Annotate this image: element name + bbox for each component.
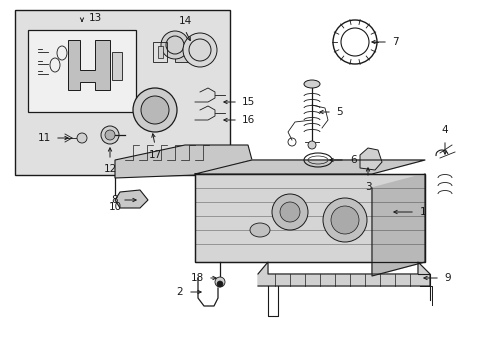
- Circle shape: [101, 126, 119, 144]
- Circle shape: [323, 198, 366, 242]
- Bar: [195, 174, 424, 262]
- Text: 16: 16: [242, 115, 255, 125]
- Circle shape: [330, 206, 358, 234]
- Polygon shape: [371, 174, 424, 276]
- Text: 13: 13: [88, 13, 102, 23]
- Bar: [28, 30, 136, 112]
- Ellipse shape: [249, 223, 269, 237]
- Circle shape: [183, 33, 217, 67]
- Circle shape: [105, 130, 115, 140]
- Polygon shape: [195, 160, 424, 174]
- Polygon shape: [115, 190, 148, 208]
- Text: 3: 3: [364, 182, 370, 192]
- Text: 4: 4: [441, 125, 447, 135]
- Bar: [153, 42, 167, 62]
- Text: 17: 17: [148, 150, 162, 160]
- Text: 6: 6: [349, 155, 356, 165]
- Circle shape: [161, 31, 189, 59]
- Bar: [158, 46, 163, 58]
- Circle shape: [165, 36, 183, 54]
- Bar: [15, 10, 229, 175]
- Circle shape: [215, 277, 224, 287]
- Text: 2: 2: [176, 287, 183, 297]
- Text: 15: 15: [242, 97, 255, 107]
- Text: 12: 12: [103, 164, 116, 174]
- Polygon shape: [68, 40, 110, 90]
- Circle shape: [280, 202, 299, 222]
- Circle shape: [141, 96, 169, 124]
- Circle shape: [77, 133, 87, 143]
- Text: 11: 11: [38, 133, 51, 143]
- Circle shape: [307, 141, 315, 149]
- Text: 7: 7: [391, 37, 398, 47]
- Bar: [195, 174, 424, 262]
- Bar: [175, 38, 200, 62]
- Polygon shape: [115, 145, 251, 178]
- Text: 14: 14: [178, 16, 191, 26]
- Text: 5: 5: [335, 107, 342, 117]
- Text: 1: 1: [419, 207, 426, 217]
- Bar: [112, 52, 122, 80]
- Circle shape: [133, 88, 177, 132]
- Ellipse shape: [304, 80, 319, 88]
- Circle shape: [271, 194, 307, 230]
- Circle shape: [189, 39, 210, 61]
- Text: 18: 18: [190, 273, 203, 283]
- Text: 8: 8: [111, 195, 118, 205]
- Circle shape: [217, 281, 223, 287]
- Text: 10: 10: [108, 202, 122, 212]
- Polygon shape: [258, 262, 429, 286]
- Polygon shape: [359, 148, 381, 170]
- Text: 9: 9: [443, 273, 450, 283]
